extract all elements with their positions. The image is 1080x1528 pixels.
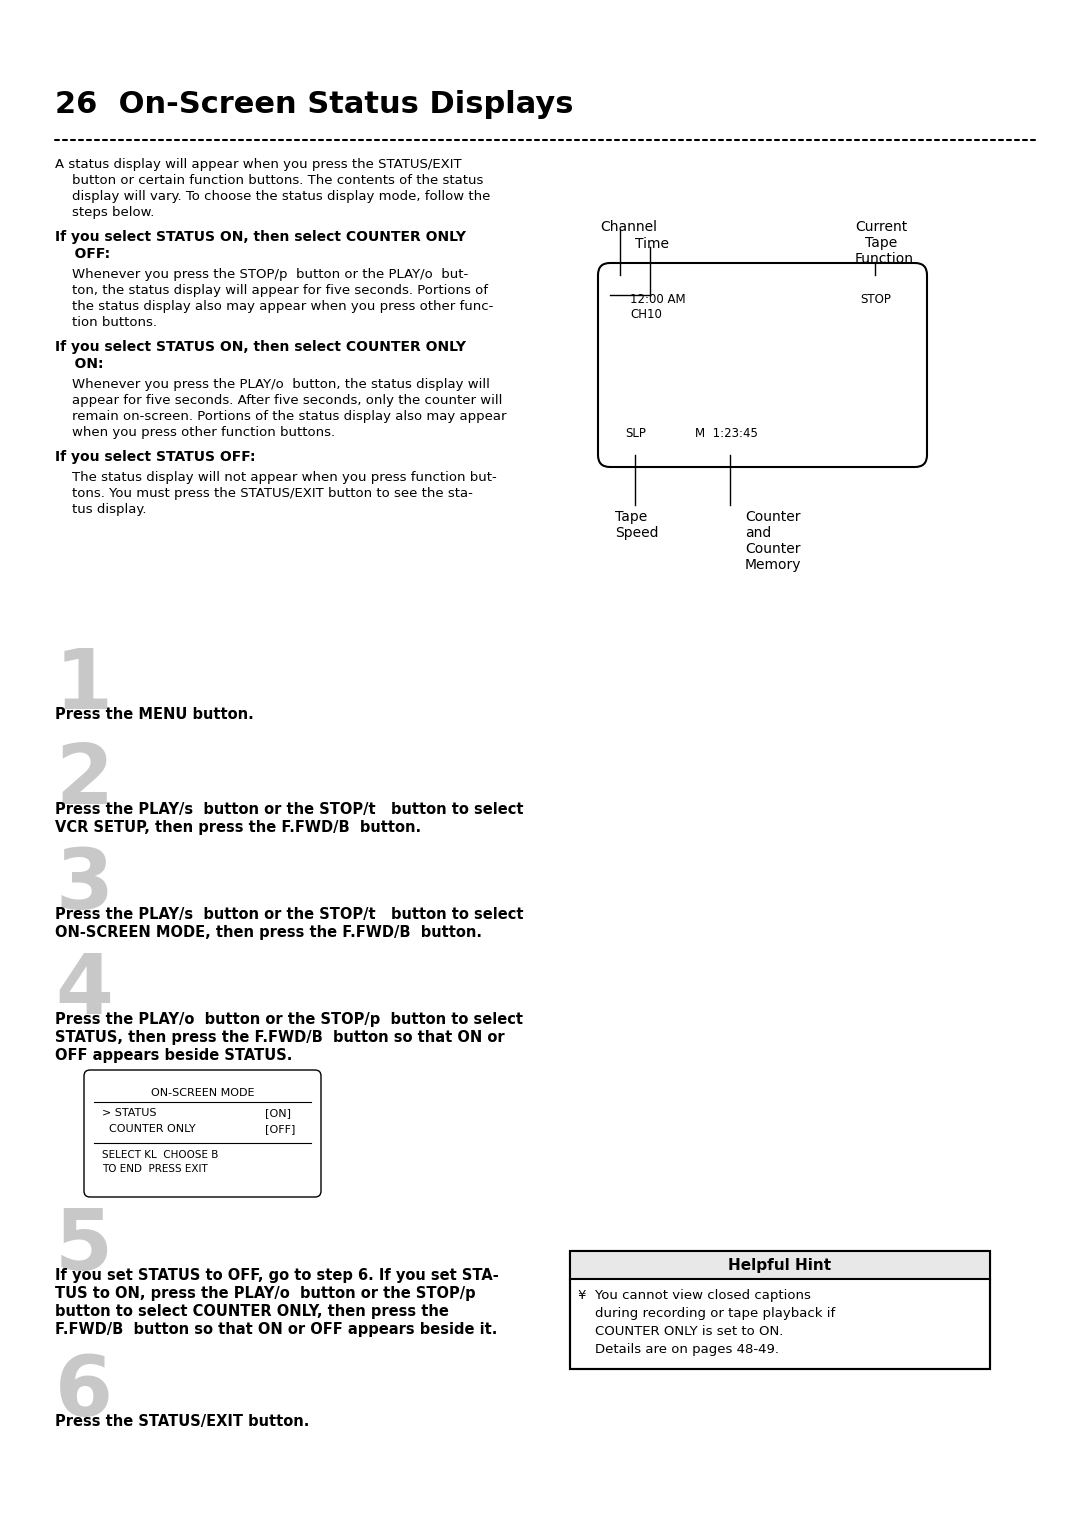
Text: display will vary. To choose the status display mode, follow the: display will vary. To choose the status …	[55, 189, 490, 203]
Text: If you set STATUS to OFF, go to step 6. If you set STA-: If you set STATUS to OFF, go to step 6. …	[55, 1268, 499, 1284]
Text: COUNTER ONLY: COUNTER ONLY	[102, 1125, 195, 1134]
Text: [OFF]: [OFF]	[265, 1125, 295, 1134]
Text: OFF:: OFF:	[55, 248, 110, 261]
Bar	[570, 1251, 990, 1279]
Text: Press the STATUS/EXIT button.: Press the STATUS/EXIT button.	[55, 1413, 309, 1429]
Text: Press the PLAY/s  button or the STOP/t   button to select: Press the PLAY/s button or the STOP/t bu…	[55, 908, 524, 921]
Bar	[570, 1251, 990, 1369]
Text: 6: 6	[55, 1352, 113, 1433]
Text: 4: 4	[55, 950, 113, 1031]
Text: and: and	[745, 526, 771, 539]
Text: F.FWD/B  button so that ON or OFF appears beside it.: F.FWD/B button so that ON or OFF appears…	[55, 1322, 498, 1337]
Text: Press the PLAY/o  button or the STOP/p  button to select: Press the PLAY/o button or the STOP/p bu…	[55, 1012, 523, 1027]
Text: 1: 1	[55, 645, 113, 726]
Text: 12:00 AM: 12:00 AM	[630, 293, 686, 306]
Text: Function: Function	[855, 252, 914, 266]
Text: Speed: Speed	[615, 526, 659, 539]
Text: A status display will appear when you press the STATUS/EXIT: A status display will appear when you pr…	[55, 157, 461, 171]
Text: CH10: CH10	[630, 309, 662, 321]
FancyBboxPatch shape	[84, 1070, 321, 1196]
Text: the status display also may appear when you press other func-: the status display also may appear when …	[55, 299, 494, 313]
Text: button to select COUNTER ONLY, then press the: button to select COUNTER ONLY, then pres…	[55, 1303, 449, 1319]
Text: during recording or tape playback if: during recording or tape playback if	[578, 1306, 835, 1320]
Text: Channel: Channel	[600, 220, 657, 234]
Text: tus display.: tus display.	[55, 503, 147, 516]
Text: Helpful Hint: Helpful Hint	[728, 1258, 832, 1273]
Text: 3: 3	[55, 845, 113, 926]
Text: SELECT KL  CHOOSE B: SELECT KL CHOOSE B	[102, 1151, 218, 1160]
Text: If you select STATUS ON, then select COUNTER ONLY: If you select STATUS ON, then select COU…	[55, 341, 465, 354]
Text: STOP: STOP	[860, 293, 891, 306]
Text: tons. You must press the STATUS/EXIT button to see the sta-: tons. You must press the STATUS/EXIT but…	[55, 487, 473, 500]
Text: Counter: Counter	[745, 542, 800, 556]
Text: Current: Current	[855, 220, 907, 234]
Text: Details are on pages 48-49.: Details are on pages 48-49.	[578, 1343, 779, 1355]
Text: If you select STATUS ON, then select COUNTER ONLY: If you select STATUS ON, then select COU…	[55, 231, 465, 244]
Text: TO END  PRESS EXIT: TO END PRESS EXIT	[102, 1164, 207, 1174]
Text: when you press other function buttons.: when you press other function buttons.	[55, 426, 335, 439]
Text: ON-SCREEN MODE: ON-SCREEN MODE	[151, 1088, 254, 1099]
Text: COUNTER ONLY is set to ON.: COUNTER ONLY is set to ON.	[578, 1325, 783, 1339]
Text: steps below.: steps below.	[55, 206, 154, 219]
Text: Memory: Memory	[745, 558, 801, 571]
Text: Whenever you press the PLAY/o  button, the status display will: Whenever you press the PLAY/o button, th…	[55, 377, 490, 391]
Text: Time: Time	[635, 237, 669, 251]
Text: Counter: Counter	[745, 510, 800, 524]
Text: OFF appears beside STATUS.: OFF appears beside STATUS.	[55, 1048, 293, 1063]
Text: Press the MENU button.: Press the MENU button.	[55, 707, 254, 723]
Text: VCR SETUP, then press the F.FWD/B  button.: VCR SETUP, then press the F.FWD/B button…	[55, 821, 421, 834]
Text: button or certain function buttons. The contents of the status: button or certain function buttons. The …	[55, 174, 484, 186]
Text: 2: 2	[55, 740, 113, 821]
Text: 26  On-Screen Status Displays: 26 On-Screen Status Displays	[55, 90, 573, 119]
Text: Whenever you press the STOP/p  button or the PLAY/o  but-: Whenever you press the STOP/p button or …	[55, 267, 469, 281]
Text: ON-SCREEN MODE, then press the F.FWD/B  button.: ON-SCREEN MODE, then press the F.FWD/B b…	[55, 924, 482, 940]
Text: TUS to ON, press the PLAY/o  button or the STOP/p: TUS to ON, press the PLAY/o button or th…	[55, 1287, 475, 1300]
Text: SLP: SLP	[625, 426, 646, 440]
Text: Press the PLAY/s  button or the STOP/t   button to select: Press the PLAY/s button or the STOP/t bu…	[55, 802, 524, 817]
Text: appear for five seconds. After five seconds, only the counter will: appear for five seconds. After five seco…	[55, 394, 502, 406]
Text: STATUS, then press the F.FWD/B  button so that ON or: STATUS, then press the F.FWD/B button so…	[55, 1030, 504, 1045]
Bar	[570, 1251, 990, 1369]
Text: 5: 5	[55, 1206, 113, 1287]
Text: ¥  You cannot view closed captions: ¥ You cannot view closed captions	[578, 1290, 811, 1302]
Text: [ON]: [ON]	[265, 1108, 291, 1118]
Text: M  1:23:45: M 1:23:45	[696, 426, 758, 440]
Text: > STATUS: > STATUS	[102, 1108, 157, 1118]
Text: ton, the status display will appear for five seconds. Portions of: ton, the status display will appear for …	[55, 284, 488, 296]
Text: Tape: Tape	[865, 235, 897, 251]
Text: ON:: ON:	[55, 358, 104, 371]
Text: tion buttons.: tion buttons.	[55, 316, 157, 329]
Text: The status display will not appear when you press function but-: The status display will not appear when …	[55, 471, 497, 484]
Text: If you select STATUS OFF:: If you select STATUS OFF:	[55, 451, 256, 465]
Text: Tape: Tape	[615, 510, 647, 524]
FancyBboxPatch shape	[598, 263, 927, 468]
Text: remain on-screen. Portions of the status display also may appear: remain on-screen. Portions of the status…	[55, 410, 507, 423]
